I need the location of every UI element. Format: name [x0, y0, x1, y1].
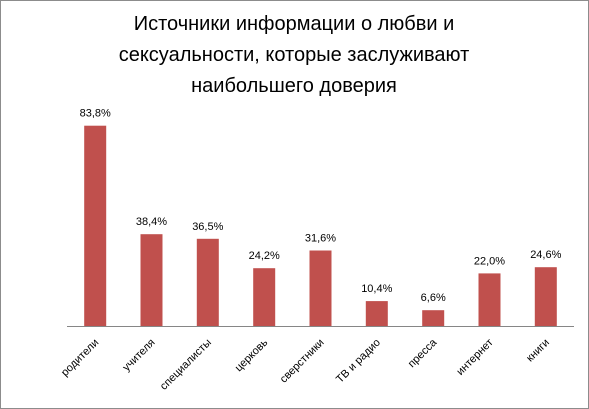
bar-7 — [422, 310, 445, 326]
bar-8 — [478, 273, 501, 326]
category-labels-group: родители учителя специалисты церковь сверстн… — [59, 336, 552, 393]
data-label-7: 6,6% — [421, 292, 446, 304]
bar-4 — [253, 268, 276, 326]
category-label-2: учителя — [121, 337, 158, 374]
category-label-3: специалисты — [158, 337, 214, 393]
category-label-5: сверстники — [278, 337, 327, 386]
data-label-6: 10,4% — [361, 283, 392, 295]
data-label-8: 22,0% — [474, 255, 505, 267]
category-label-9: книги — [524, 337, 552, 365]
category-label-8: интернет — [454, 337, 495, 378]
bar-1 — [84, 125, 107, 326]
bars-group — [84, 125, 557, 326]
chart-title: Источники информации о любви и сексуальн… — [119, 13, 470, 97]
data-label-4: 24,2% — [249, 250, 280, 262]
bar-2 — [140, 234, 163, 326]
data-label-1: 83,8% — [80, 108, 111, 120]
category-label-7: пресса — [406, 336, 440, 370]
category-label-4: церковь — [233, 336, 271, 374]
category-label-6: ТВ и радио — [334, 337, 383, 386]
data-labels-group: 83,8% 38,4% 36,5% 24,2% 31,6% 10,4% 6,6% 22,0% 2… — [80, 108, 562, 305]
bar-9 — [534, 267, 557, 326]
chart-title-line-3: наибольшего доверия — [191, 75, 397, 97]
data-label-2: 38,4% — [136, 216, 167, 228]
bar-3 — [196, 238, 219, 326]
data-label-5: 31,6% — [305, 233, 336, 245]
data-label-3: 36,5% — [192, 221, 223, 233]
chart-title-line-2: сексуальности, которые заслуживают — [119, 44, 470, 66]
category-label-1: родители — [59, 337, 101, 379]
bar-5 — [309, 250, 332, 326]
bar-6 — [365, 301, 388, 326]
data-label-9: 24,6% — [530, 249, 561, 261]
chart-title-line-1: Источники информации о любви и — [134, 13, 455, 35]
